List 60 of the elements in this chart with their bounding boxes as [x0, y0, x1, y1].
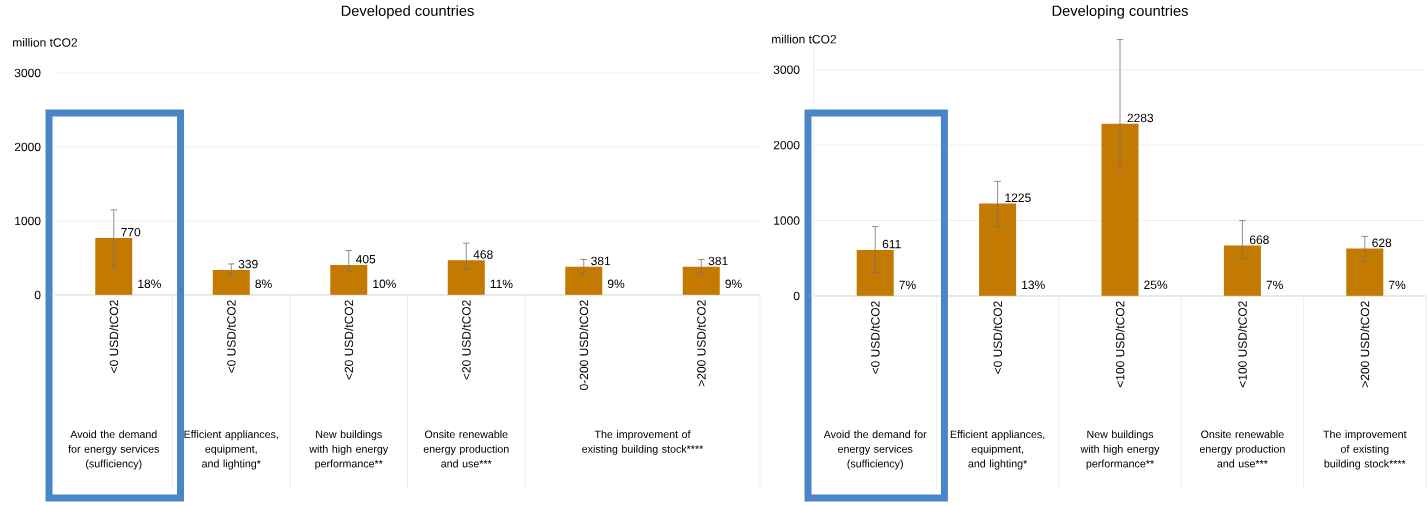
- text: Onsite renewable energy production and use***: [1199, 430, 1285, 468]
- y-axis-title: million tCO2: [772, 34, 836, 44]
- bar: [856, 249, 894, 296]
- x-tick-label: >200 USD/tCO2: [1360, 301, 1370, 388]
- data-label: 381: [591, 256, 611, 266]
- x-tick-label: 0-200 USD/tCO2: [579, 300, 589, 390]
- y-tick-label: 1000: [15, 216, 41, 226]
- x-tick-label: <0 USD/tCO2: [870, 301, 880, 374]
- data-label: 611: [882, 239, 901, 249]
- text: The improvement of existing building stock****: [582, 430, 704, 455]
- y-tick-label: 2000: [14, 142, 41, 152]
- annotation: 13%: [1022, 280, 1045, 290]
- chart-title: Developed countries: [341, 5, 474, 19]
- y-tick-label: 2000: [773, 140, 800, 150]
- text: Efficient appliances, equipment, and lighting*: [184, 430, 278, 470]
- data-label: 468: [473, 250, 493, 259]
- x-tick-label: <20 USD/tCO2: [461, 300, 471, 380]
- bar: [1223, 245, 1261, 296]
- data-label: 628: [1372, 238, 1392, 248]
- x-tick-label: >200 USD/tCO2: [696, 300, 706, 387]
- x-tick-label: <0 USD/tCO2: [226, 300, 236, 373]
- chart-title: Developing countries: [1052, 5, 1188, 19]
- annotation: 25%: [1144, 280, 1168, 290]
- text: Avoid the demand for energy services (sufficiency): [68, 430, 160, 470]
- text: New buildings with high energy performance**: [1080, 430, 1160, 470]
- y-tick-label: 3000: [14, 68, 41, 78]
- text: Avoid the demand for energy services (sufficiency): [823, 430, 927, 470]
- annotation: 7%: [1389, 280, 1406, 290]
- text: Onsite renewable energy production and use***: [423, 430, 509, 468]
- annotation: 9%: [607, 279, 625, 289]
- annotation: 10%: [373, 279, 396, 289]
- x-tick-label: <100 USD/tCO2: [1237, 301, 1247, 388]
- annotation: 7%: [899, 280, 916, 290]
- data-label: 668: [1249, 235, 1269, 245]
- bar: [1101, 123, 1139, 296]
- y-tick-label: 1000: [774, 216, 800, 225]
- y-tick-label: 0: [34, 290, 41, 300]
- bar: [1346, 248, 1384, 296]
- annotation: 11%: [490, 279, 513, 289]
- annotation: 7%: [1266, 280, 1283, 290]
- bar: [979, 203, 1017, 296]
- y-axis-title: million tCO2: [13, 37, 77, 47]
- text: Efficient appliances, equipment, and lighting*: [950, 430, 1045, 470]
- data-label: 770: [121, 227, 141, 237]
- data-label: 339: [238, 259, 258, 269]
- annotation: 8%: [255, 279, 272, 289]
- data-label: 381: [708, 256, 728, 266]
- text: New buildings with high energy performance**: [309, 430, 389, 470]
- data-label: 2283: [1127, 113, 1154, 123]
- x-tick-label: <0 USD/tCO2: [993, 301, 1003, 374]
- y-tick-label: 0: [793, 291, 800, 301]
- x-tick-label: <0 USD/tCO2: [109, 300, 119, 373]
- annotation: 18%: [138, 279, 161, 289]
- x-tick-label: <100 USD/tCO2: [1115, 301, 1125, 388]
- annotation: 9%: [725, 279, 742, 289]
- y-tick-label: 3000: [773, 65, 800, 74]
- data-label: 405: [355, 254, 376, 264]
- x-tick-label: <20 USD/tCO2: [344, 300, 354, 380]
- text: The improvement of existing building stock****: [1323, 430, 1407, 470]
- data-label: 1225: [1005, 193, 1031, 202]
